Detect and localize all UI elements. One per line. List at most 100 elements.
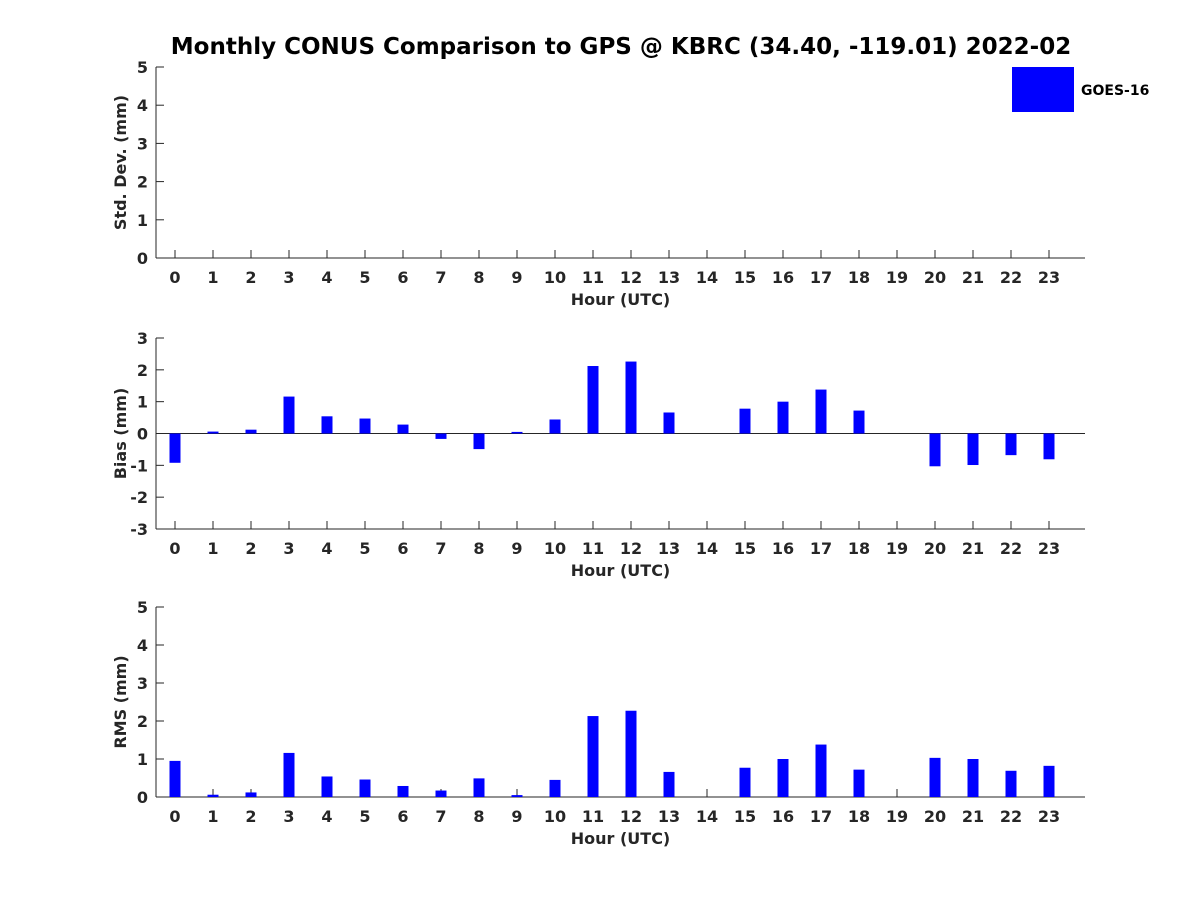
bar: [245, 429, 257, 434]
x-axis-label: Hour (UTC): [571, 829, 671, 848]
bar: [245, 792, 257, 797]
bar: [397, 424, 409, 434]
x-tick-label: 20: [924, 539, 946, 558]
y-tick-label: 4: [137, 636, 148, 655]
bar: [321, 776, 333, 797]
x-tick-label: 16: [772, 807, 794, 826]
bar: [929, 433, 941, 467]
x-tick-label: 17: [810, 268, 832, 287]
y-axis-label: Bias (mm): [111, 388, 130, 480]
legend-swatch: [1012, 67, 1074, 112]
x-tick-label: 11: [582, 539, 604, 558]
bar: [321, 416, 333, 434]
bar: [511, 795, 523, 797]
x-tick-label: 22: [1000, 539, 1022, 558]
x-tick-label: 5: [359, 539, 370, 558]
y-tick-label: 2: [137, 712, 148, 731]
bar: [359, 779, 371, 797]
x-tick-label: 18: [848, 268, 870, 287]
x-tick-label: 3: [283, 268, 294, 287]
bar: [777, 401, 789, 434]
x-axis-label: Hour (UTC): [571, 290, 671, 309]
x-tick-label: 15: [734, 807, 756, 826]
x-tick-label: 9: [511, 268, 522, 287]
x-tick-label: 11: [582, 268, 604, 287]
x-tick-label: 2: [245, 268, 256, 287]
x-tick-label: 6: [397, 539, 408, 558]
x-tick-label: 0: [169, 539, 180, 558]
bar: [625, 361, 637, 434]
bar: [853, 410, 865, 434]
x-tick-label: 1: [207, 807, 218, 826]
bar: [1005, 433, 1017, 456]
x-tick-label: 21: [962, 539, 984, 558]
x-tick-label: 14: [696, 807, 718, 826]
x-tick-label: 18: [848, 807, 870, 826]
x-tick-label: 17: [810, 539, 832, 558]
bar: [1005, 770, 1017, 797]
bar: [207, 431, 219, 434]
x-tick-label: 17: [810, 807, 832, 826]
bar: [473, 778, 485, 797]
x-tick-label: 1: [207, 539, 218, 558]
x-tick-label: 7: [435, 807, 446, 826]
x-tick-label: 13: [658, 539, 680, 558]
bar: [169, 433, 181, 463]
x-tick-label: 4: [321, 539, 332, 558]
y-tick-label: 4: [137, 96, 148, 115]
y-axis-label: Std. Dev. (mm): [111, 95, 130, 230]
x-tick-label: 13: [658, 268, 680, 287]
x-tick-label: 4: [321, 268, 332, 287]
bar: [777, 759, 789, 797]
legend: GOES-16: [1012, 67, 1149, 112]
x-tick-label: 21: [962, 807, 984, 826]
bar: [967, 433, 979, 466]
bar: [1043, 765, 1055, 797]
y-tick-label: 5: [137, 598, 148, 617]
x-tick-label: 23: [1038, 539, 1060, 558]
x-tick-label: 5: [359, 268, 370, 287]
y-tick-label: 0: [137, 425, 148, 444]
x-tick-label: 18: [848, 539, 870, 558]
x-axis-label: Hour (UTC): [571, 561, 671, 580]
bar: [283, 396, 295, 434]
x-tick-label: 19: [886, 807, 908, 826]
x-tick-label: 22: [1000, 268, 1022, 287]
x-tick-label: 1: [207, 268, 218, 287]
x-tick-label: 12: [620, 807, 642, 826]
x-tick-label: 11: [582, 807, 604, 826]
bar: [549, 779, 561, 797]
bar: [853, 769, 865, 797]
x-tick-label: 10: [544, 268, 566, 287]
y-tick-label: 0: [137, 249, 148, 268]
x-tick-label: 9: [511, 807, 522, 826]
bar: [359, 418, 371, 434]
bar: [169, 760, 181, 797]
x-tick-label: 12: [620, 539, 642, 558]
y-tick-label: 0: [137, 788, 148, 807]
x-tick-label: 0: [169, 268, 180, 287]
x-tick-label: 2: [245, 807, 256, 826]
x-tick-label: 10: [544, 539, 566, 558]
x-tick-label: 0: [169, 807, 180, 826]
x-tick-label: 6: [397, 807, 408, 826]
x-tick-label: 10: [544, 807, 566, 826]
bar: [663, 412, 675, 434]
x-tick-label: 5: [359, 807, 370, 826]
bar: [967, 759, 979, 797]
x-tick-label: 13: [658, 807, 680, 826]
x-tick-label: 15: [734, 268, 756, 287]
chart-title: Monthly CONUS Comparison to GPS @ KBRC (…: [171, 34, 1071, 60]
x-tick-label: 3: [283, 807, 294, 826]
x-tick-label: 19: [886, 268, 908, 287]
y-tick-label: 3: [137, 329, 148, 348]
y-tick-label: -2: [130, 488, 148, 507]
y-tick-label: 2: [137, 361, 148, 380]
x-tick-label: 20: [924, 807, 946, 826]
x-tick-label: 12: [620, 268, 642, 287]
bar: [739, 408, 751, 434]
bar: [625, 710, 637, 797]
bar: [815, 744, 827, 797]
